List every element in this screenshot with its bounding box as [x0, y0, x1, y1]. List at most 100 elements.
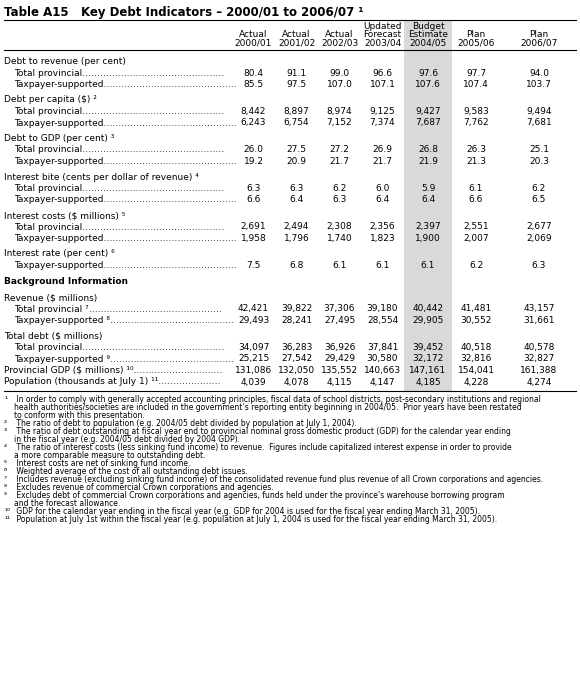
Text: 6.2: 6.2	[469, 261, 483, 270]
Text: ¹: ¹	[4, 395, 7, 404]
Text: 2,551: 2,551	[463, 222, 489, 231]
Text: Forecast: Forecast	[364, 30, 401, 39]
Text: 6.3: 6.3	[289, 184, 304, 193]
Text: 7,681: 7,681	[526, 118, 552, 127]
Text: 6.4: 6.4	[375, 196, 390, 205]
Text: Taxpayer-supported………………………………………: Taxpayer-supported………………………………………	[14, 261, 237, 270]
Text: 6.0: 6.0	[375, 184, 390, 193]
Text: a more comparable measure to outstanding debt.: a more comparable measure to outstanding…	[14, 451, 205, 460]
Text: 4,039: 4,039	[241, 378, 266, 386]
Text: 4,228: 4,228	[463, 378, 489, 386]
Text: ¹⁰: ¹⁰	[4, 507, 10, 516]
Text: 41,481: 41,481	[461, 304, 492, 313]
Text: 107.6: 107.6	[415, 80, 441, 89]
Text: 7,762: 7,762	[463, 118, 489, 127]
Text: ⁶: ⁶	[4, 467, 7, 476]
Text: 2004/05: 2004/05	[409, 38, 447, 47]
Text: Total provincial ⁷………………………………………: Total provincial ⁷………………………………………	[14, 304, 222, 313]
Text: 107.1: 107.1	[369, 80, 396, 89]
Text: Actual: Actual	[239, 30, 268, 39]
Text: 97.5: 97.5	[287, 80, 307, 89]
Text: Taxpayer-supported………………………………………: Taxpayer-supported………………………………………	[14, 196, 237, 205]
Text: 2002/03: 2002/03	[321, 38, 358, 47]
Text: Total provincial…………………………………………: Total provincial…………………………………………	[14, 184, 224, 193]
Text: 32,816: 32,816	[461, 354, 492, 363]
Text: ⁹: ⁹	[4, 491, 7, 500]
Text: 2,397: 2,397	[415, 222, 441, 231]
Text: 27.2: 27.2	[329, 146, 349, 155]
Text: Excludes debt of commercial Crown corporations and agencies, funds held under th: Excludes debt of commercial Crown corpor…	[14, 491, 505, 500]
Text: Total provincial…………………………………………: Total provincial…………………………………………	[14, 68, 224, 77]
Text: 1,823: 1,823	[369, 234, 396, 243]
Text: 26.3: 26.3	[466, 146, 486, 155]
Text: Taxpayer-supported ⁸……………………………………: Taxpayer-supported ⁸……………………………………	[14, 316, 234, 325]
Text: 1,796: 1,796	[284, 234, 309, 243]
Text: Weighted average of the cost of all outstanding debt issues.: Weighted average of the cost of all outs…	[14, 467, 248, 476]
Text: The ratio of debt to population (e.g. 2004/05 debt divided by population at July: The ratio of debt to population (e.g. 20…	[14, 419, 357, 428]
Text: 19.2: 19.2	[244, 157, 263, 166]
Text: 6.2: 6.2	[332, 184, 347, 193]
Text: 94.0: 94.0	[529, 68, 549, 77]
Text: 4,078: 4,078	[284, 378, 309, 386]
Text: 2,007: 2,007	[463, 234, 489, 243]
Text: 20.9: 20.9	[287, 157, 306, 166]
Text: 6.2: 6.2	[532, 184, 546, 193]
Text: 1,740: 1,740	[327, 234, 352, 243]
Text: Taxpayer-supported………………………………………: Taxpayer-supported………………………………………	[14, 118, 237, 127]
Text: 97.7: 97.7	[466, 68, 486, 77]
Text: Background Information: Background Information	[4, 278, 128, 287]
Text: 39,452: 39,452	[412, 343, 444, 352]
Text: Taxpayer-supported………………………………………: Taxpayer-supported………………………………………	[14, 157, 237, 166]
Text: Total debt ($ millions): Total debt ($ millions)	[4, 332, 103, 341]
Text: 39,822: 39,822	[281, 304, 312, 313]
Text: 37,306: 37,306	[324, 304, 355, 313]
Text: ²: ²	[4, 419, 7, 428]
Text: 2,494: 2,494	[284, 222, 309, 231]
Text: 30,552: 30,552	[461, 316, 492, 325]
Text: Interest rate (per cent) ⁶: Interest rate (per cent) ⁶	[4, 250, 115, 259]
Text: Revenue ($ millions): Revenue ($ millions)	[4, 293, 97, 302]
Text: ¹¹: ¹¹	[4, 515, 10, 524]
Text: 6.3: 6.3	[246, 184, 260, 193]
Text: 26.9: 26.9	[372, 146, 393, 155]
Text: 37,841: 37,841	[367, 343, 398, 352]
Text: 29,429: 29,429	[324, 354, 355, 363]
Text: Budget: Budget	[412, 22, 444, 31]
Text: 21.9: 21.9	[418, 157, 438, 166]
Text: 2001/02: 2001/02	[278, 38, 315, 47]
Text: 34,097: 34,097	[238, 343, 269, 352]
Text: 2,677: 2,677	[526, 222, 552, 231]
Text: 103.7: 103.7	[526, 80, 552, 89]
Text: 85.5: 85.5	[244, 80, 263, 89]
Text: to conform with this presentation.: to conform with this presentation.	[14, 411, 145, 420]
Text: 4,147: 4,147	[370, 378, 395, 386]
Text: 21.7: 21.7	[329, 157, 350, 166]
Text: 25.1: 25.1	[529, 146, 549, 155]
Text: Debt per capita ($) ²: Debt per capita ($) ²	[4, 96, 97, 105]
Text: 6.8: 6.8	[289, 261, 304, 270]
Text: 42,421: 42,421	[238, 304, 269, 313]
Text: 9,427: 9,427	[415, 107, 441, 116]
Text: Provincial GDP ($ millions) ¹⁰…………………………: Provincial GDP ($ millions) ¹⁰…………………………	[4, 366, 222, 375]
Text: 43,157: 43,157	[523, 304, 554, 313]
Text: 5.9: 5.9	[421, 184, 435, 193]
Text: 2006/07: 2006/07	[520, 38, 558, 47]
Text: 27.5: 27.5	[287, 146, 306, 155]
Text: 6.1: 6.1	[332, 261, 347, 270]
Text: 4,274: 4,274	[526, 378, 552, 386]
Text: Plan: Plan	[530, 30, 549, 39]
Text: 28,241: 28,241	[281, 316, 312, 325]
Text: 28,554: 28,554	[367, 316, 398, 325]
Text: Population at July 1st within the fiscal year (e.g. population at July 1, 2004 i: Population at July 1st within the fiscal…	[14, 515, 497, 524]
Text: GDP for the calendar year ending in the fiscal year (e.g. GDP for 2004 is used f: GDP for the calendar year ending in the …	[14, 507, 480, 516]
Text: Taxpayer-supported………………………………………: Taxpayer-supported………………………………………	[14, 80, 237, 89]
Text: ³: ³	[4, 427, 7, 436]
Text: 132,050: 132,050	[278, 366, 315, 375]
Text: Total provincial…………………………………………: Total provincial…………………………………………	[14, 146, 224, 155]
Text: 32,827: 32,827	[523, 354, 554, 363]
Text: 36,926: 36,926	[324, 343, 355, 352]
Text: Excludes revenue of commercial Crown corporations and agencies.: Excludes revenue of commercial Crown cor…	[14, 483, 274, 492]
Text: 6.4: 6.4	[421, 196, 435, 205]
Text: 7,374: 7,374	[369, 118, 396, 127]
Text: 2005/06: 2005/06	[457, 38, 495, 47]
